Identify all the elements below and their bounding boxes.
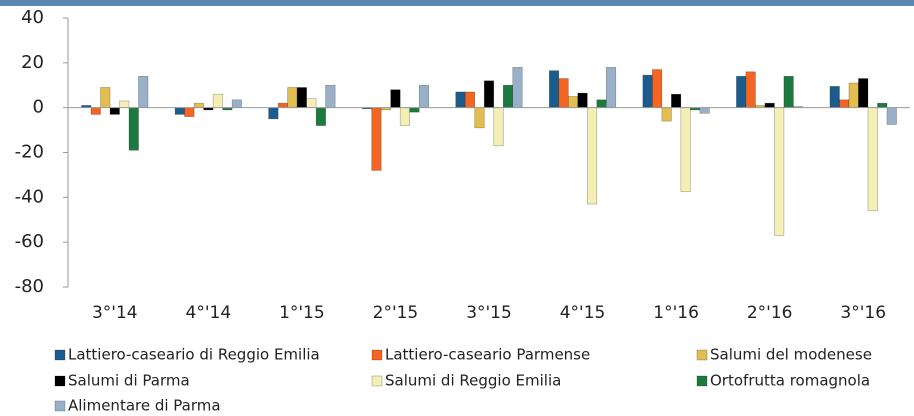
y-tick-label: 0 — [33, 97, 44, 118]
x-tick-label: 3°'14 — [92, 303, 138, 323]
bar — [315, 107, 326, 126]
bar — [848, 82, 859, 108]
bar — [306, 98, 317, 108]
x-tick-label: 4°'14 — [186, 303, 232, 323]
x-tick-label: 4°'15 — [560, 303, 606, 323]
bar — [661, 107, 672, 122]
bar — [231, 99, 242, 108]
bar — [184, 107, 195, 117]
bar — [606, 67, 617, 108]
legend-label: Salumi di Parma — [68, 372, 190, 390]
bar — [764, 102, 775, 108]
bar — [455, 91, 466, 108]
y-tick-label: -40 — [15, 186, 44, 207]
bar — [296, 87, 307, 108]
bar — [512, 67, 523, 108]
x-tick-label: 3°'15 — [466, 303, 512, 323]
bar — [138, 75, 149, 108]
bar — [839, 99, 850, 108]
y-tick-label: -80 — [15, 276, 44, 297]
bar — [464, 91, 476, 108]
legend-swatch — [54, 349, 66, 361]
bar — [474, 107, 485, 129]
x-tick-label: 3°'16 — [840, 303, 886, 323]
bar — [128, 107, 139, 151]
legend-label: Salumi del modenese — [710, 346, 872, 364]
bar — [371, 107, 382, 171]
bar — [390, 89, 401, 108]
legend-swatch — [54, 400, 66, 412]
legend-label: Lattiero-caseario di Reggio Emilia — [68, 346, 320, 364]
bar — [399, 107, 410, 126]
bar — [829, 86, 840, 108]
bar — [325, 84, 336, 108]
legend-label: Alimentare di Parma — [68, 397, 221, 415]
bar — [174, 107, 185, 115]
bar — [858, 78, 869, 108]
y-tick-label: 20 — [21, 52, 44, 73]
bar — [577, 92, 588, 108]
legend-label: Ortofrutta romagnola — [710, 372, 870, 390]
bar — [652, 69, 663, 108]
bar — [642, 74, 653, 108]
bar — [671, 93, 682, 108]
header-band — [0, 0, 914, 6]
legend-swatch — [371, 375, 383, 387]
bar — [867, 107, 878, 212]
legend-swatch — [696, 375, 708, 387]
x-tick-label: 1°'16 — [653, 303, 699, 323]
bar — [877, 102, 888, 108]
bar — [277, 102, 288, 108]
bar — [119, 100, 130, 108]
bar — [287, 87, 298, 108]
bar — [774, 107, 785, 236]
x-tick-label: 1°'15 — [279, 303, 325, 323]
bar — [90, 107, 101, 115]
bar — [418, 84, 429, 108]
bar — [680, 107, 691, 193]
bar — [109, 107, 120, 115]
bar — [587, 107, 598, 205]
y-tick-label: -60 — [15, 231, 44, 252]
bar — [699, 107, 710, 114]
legend-swatch — [696, 349, 708, 361]
x-tick-label: 2°'16 — [747, 303, 793, 323]
legend-swatch — [371, 349, 383, 361]
y-tick-label: -20 — [15, 142, 44, 163]
y-tick-label: 40 — [21, 7, 44, 28]
legend-label: Lattiero-caseario Parmense — [385, 346, 590, 364]
bar — [568, 96, 579, 108]
bar — [502, 84, 514, 108]
bar — [193, 102, 204, 108]
bar — [483, 80, 495, 108]
bar — [558, 78, 569, 108]
legend-label: Salumi di Reggio Emilia — [385, 372, 561, 390]
bar — [409, 107, 420, 113]
bar — [268, 107, 279, 120]
bar — [212, 93, 223, 108]
bar — [745, 71, 756, 108]
bar — [886, 107, 897, 125]
legend-swatch — [54, 375, 66, 387]
bar — [549, 70, 560, 108]
bar — [736, 75, 747, 108]
bar — [596, 99, 607, 108]
bar — [100, 87, 111, 108]
bar — [493, 107, 504, 147]
x-tick-label: 2°'15 — [373, 303, 419, 323]
bar — [783, 75, 794, 108]
